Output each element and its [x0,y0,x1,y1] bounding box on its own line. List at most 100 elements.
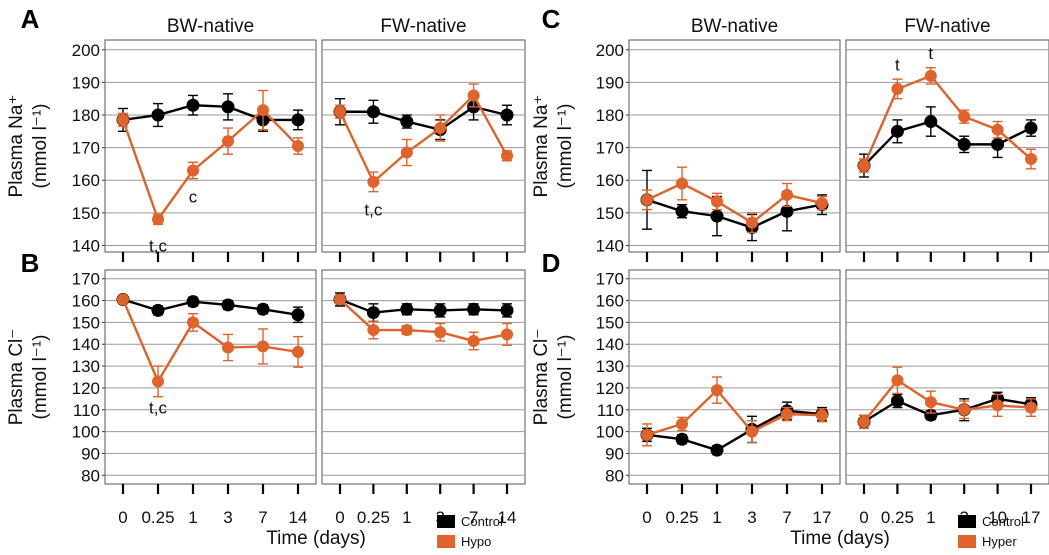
data-point-control [780,204,794,218]
y-tick-label: 90 [605,444,624,463]
data-point-treatment [676,417,688,430]
data-point-treatment [891,374,904,387]
data-point-control [991,137,1005,151]
y-axis-label: Plasma Cl⁻ [6,329,27,426]
data-point-treatment [924,396,937,409]
facet-title: FW-native [380,16,466,37]
y-tick-label: 180 [596,106,624,125]
data-point-treatment [257,104,269,117]
y-tick-label: 150 [596,204,624,223]
data-point-treatment [858,415,870,428]
series-treatment [858,67,1037,173]
series-treatment [334,293,513,351]
y-axis-label: Plasma Na⁺ [6,95,27,198]
data-point-control [924,115,938,129]
significance-annotation: t,c [364,201,382,220]
legend-swatch-treatment [958,535,976,548]
data-point-treatment [746,216,758,229]
y-tick-label: 140 [596,335,624,354]
x-tick-label: 1 [926,508,935,527]
data-point-control [1024,121,1038,135]
series-treatment [334,83,513,193]
significance-annotation: t [928,44,933,63]
data-point-treatment [434,122,447,135]
panel-label: C [542,4,561,34]
x-tick-label: 0.25 [665,508,698,527]
data-point-control [366,105,380,119]
series-treatment [641,166,828,234]
data-point-control [400,302,414,316]
y-tick-label: 170 [72,139,100,158]
data-point-treatment [152,213,164,226]
facet-a-2: FW-native t,c [321,16,526,262]
facet-a-1: BW-native t,c c [104,16,317,262]
x-tick-label: 0 [335,508,344,527]
y-tick-label: 160 [596,171,624,190]
y-tick-label: 160 [596,292,624,311]
legend-label: Hypo [461,534,491,549]
y-tick-label: 200 [596,41,624,60]
data-point-control [710,209,724,223]
data-point-control [433,303,447,317]
x-tick-label: 7 [258,508,267,527]
data-point-treatment [816,409,828,422]
data-point-treatment [991,399,1004,412]
data-point-treatment [400,146,413,159]
data-point-treatment [467,334,480,347]
y-tick-label: 190 [596,73,624,92]
data-point-treatment [257,340,269,353]
data-point-treatment [467,89,480,102]
facet-background [321,269,526,485]
data-point-control [221,298,235,312]
data-point-treatment [334,105,346,118]
x-tick-label: 17 [813,508,832,527]
data-point-treatment [222,135,234,148]
data-point-treatment [222,341,234,354]
data-point-treatment [858,159,870,172]
y-tick-label: 160 [72,171,100,190]
panel-label: B [21,248,40,278]
data-point-treatment [152,375,164,388]
y-tick-label: 110 [73,401,100,420]
y-tick-label: 80 [81,466,100,485]
facet-background [845,269,1049,485]
panel-label: D [542,248,561,278]
legend-swatch-control [437,515,455,528]
data-point-control [291,113,305,127]
data-point-control [890,124,904,138]
legend-swatch-treatment [437,535,455,548]
facet-title: FW-native [904,16,990,37]
y-tick-label: 130 [72,357,100,376]
legend-swatch-control [958,515,976,528]
y-tick-label: 130 [596,357,624,376]
x-tick-label: 7 [782,508,791,527]
chart-panel-a: A Plasma Na⁺ (mmol l⁻¹) 140 150 160 170 180 190 2… [6,4,526,262]
x-tick-label: 0.25 [357,508,390,527]
y-axis-label: Plasma Cl⁻ [531,329,552,426]
y-axis-unit: (mmol l⁻¹) [555,335,576,420]
data-point-control [291,308,305,322]
x-tick-label: 10 [988,508,1007,527]
data-point-treatment [781,408,793,421]
data-point-treatment [641,428,653,441]
data-point-control [500,108,514,122]
facet-background [628,39,841,253]
y-axis-label: Plasma Na⁺ [531,95,552,198]
data-point-treatment [292,345,304,358]
facet-d-1: 0 0.25 1 3 7 17 [628,269,841,527]
data-point-control [151,108,165,122]
y-axis-unit: (mmol l⁻¹) [555,104,576,189]
data-point-treatment [400,324,413,337]
y-tick-label: 190 [72,73,100,92]
y-axis-unit: (mmol l⁻¹) [30,335,51,420]
data-point-treatment [187,316,199,329]
facet-background [628,269,841,485]
data-point-treatment [501,328,513,341]
legend: Control Hyper [958,514,1024,549]
data-point-control [221,100,235,114]
x-tick-label: 0 [118,508,127,527]
significance-annotation: c [189,188,198,207]
data-point-treatment [501,149,513,162]
facet-title: BW-native [167,16,254,37]
